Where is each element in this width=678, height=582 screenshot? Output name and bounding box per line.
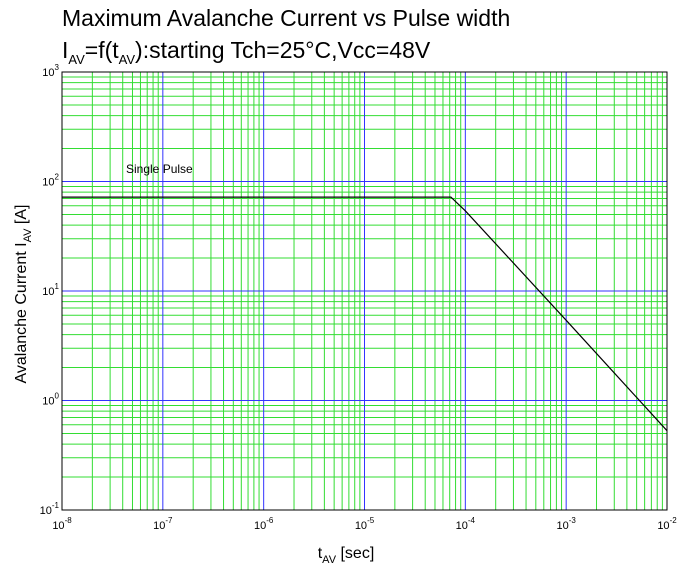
y-tick-label: 100 [42,392,59,408]
x-tick-label: 10-3 [556,516,576,532]
plot-frame [61,71,668,511]
y-tick-label: 103 [42,63,59,79]
x-tick-label: 10-4 [456,516,476,532]
x-tick-label: 10-2 [657,516,677,532]
chart-title: Maximum Avalanche Current vs Pulse width [62,5,510,31]
grid [62,72,667,510]
y-tick-label: 101 [42,282,59,298]
x-axis-label: tAV [sec] [318,545,375,566]
y-axis-label: Avalanche Current IAV [A] [13,205,34,384]
y-tick-label: 10-1 [40,501,60,517]
curve-group [62,196,668,432]
avalanche-current-line [62,196,668,432]
x-tick-label: 10-5 [355,516,375,532]
y-tick-label: 102 [42,173,59,189]
x-tick-label: 10-7 [153,516,173,532]
tick-labels: 10-8 10-7 10-6 10-5 10-4 10-3 10-2 103 102 101 100… [40,63,678,532]
single-pulse-annotation: Single Pulse [126,162,193,176]
x-tick-label: 10-6 [254,516,274,532]
x-tick-label: 10-8 [52,516,72,532]
chart-subtitle: IAV=f(tAV):starting Tch=25°C,Vcc=48V [62,37,431,67]
